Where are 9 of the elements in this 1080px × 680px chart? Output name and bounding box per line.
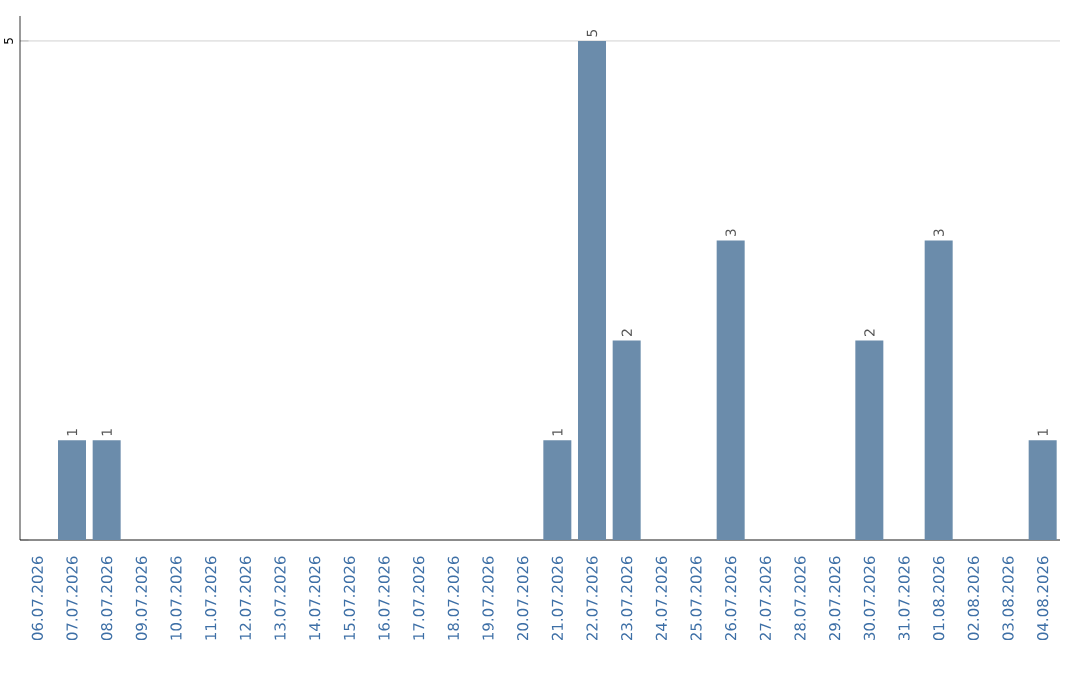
bar — [58, 440, 86, 540]
bar — [716, 240, 745, 540]
bar — [543, 440, 572, 540]
bar — [924, 240, 953, 540]
bar — [855, 340, 884, 540]
bar — [578, 40, 607, 540]
bar — [92, 440, 121, 540]
bar — [612, 340, 641, 540]
bar — [1028, 440, 1057, 540]
